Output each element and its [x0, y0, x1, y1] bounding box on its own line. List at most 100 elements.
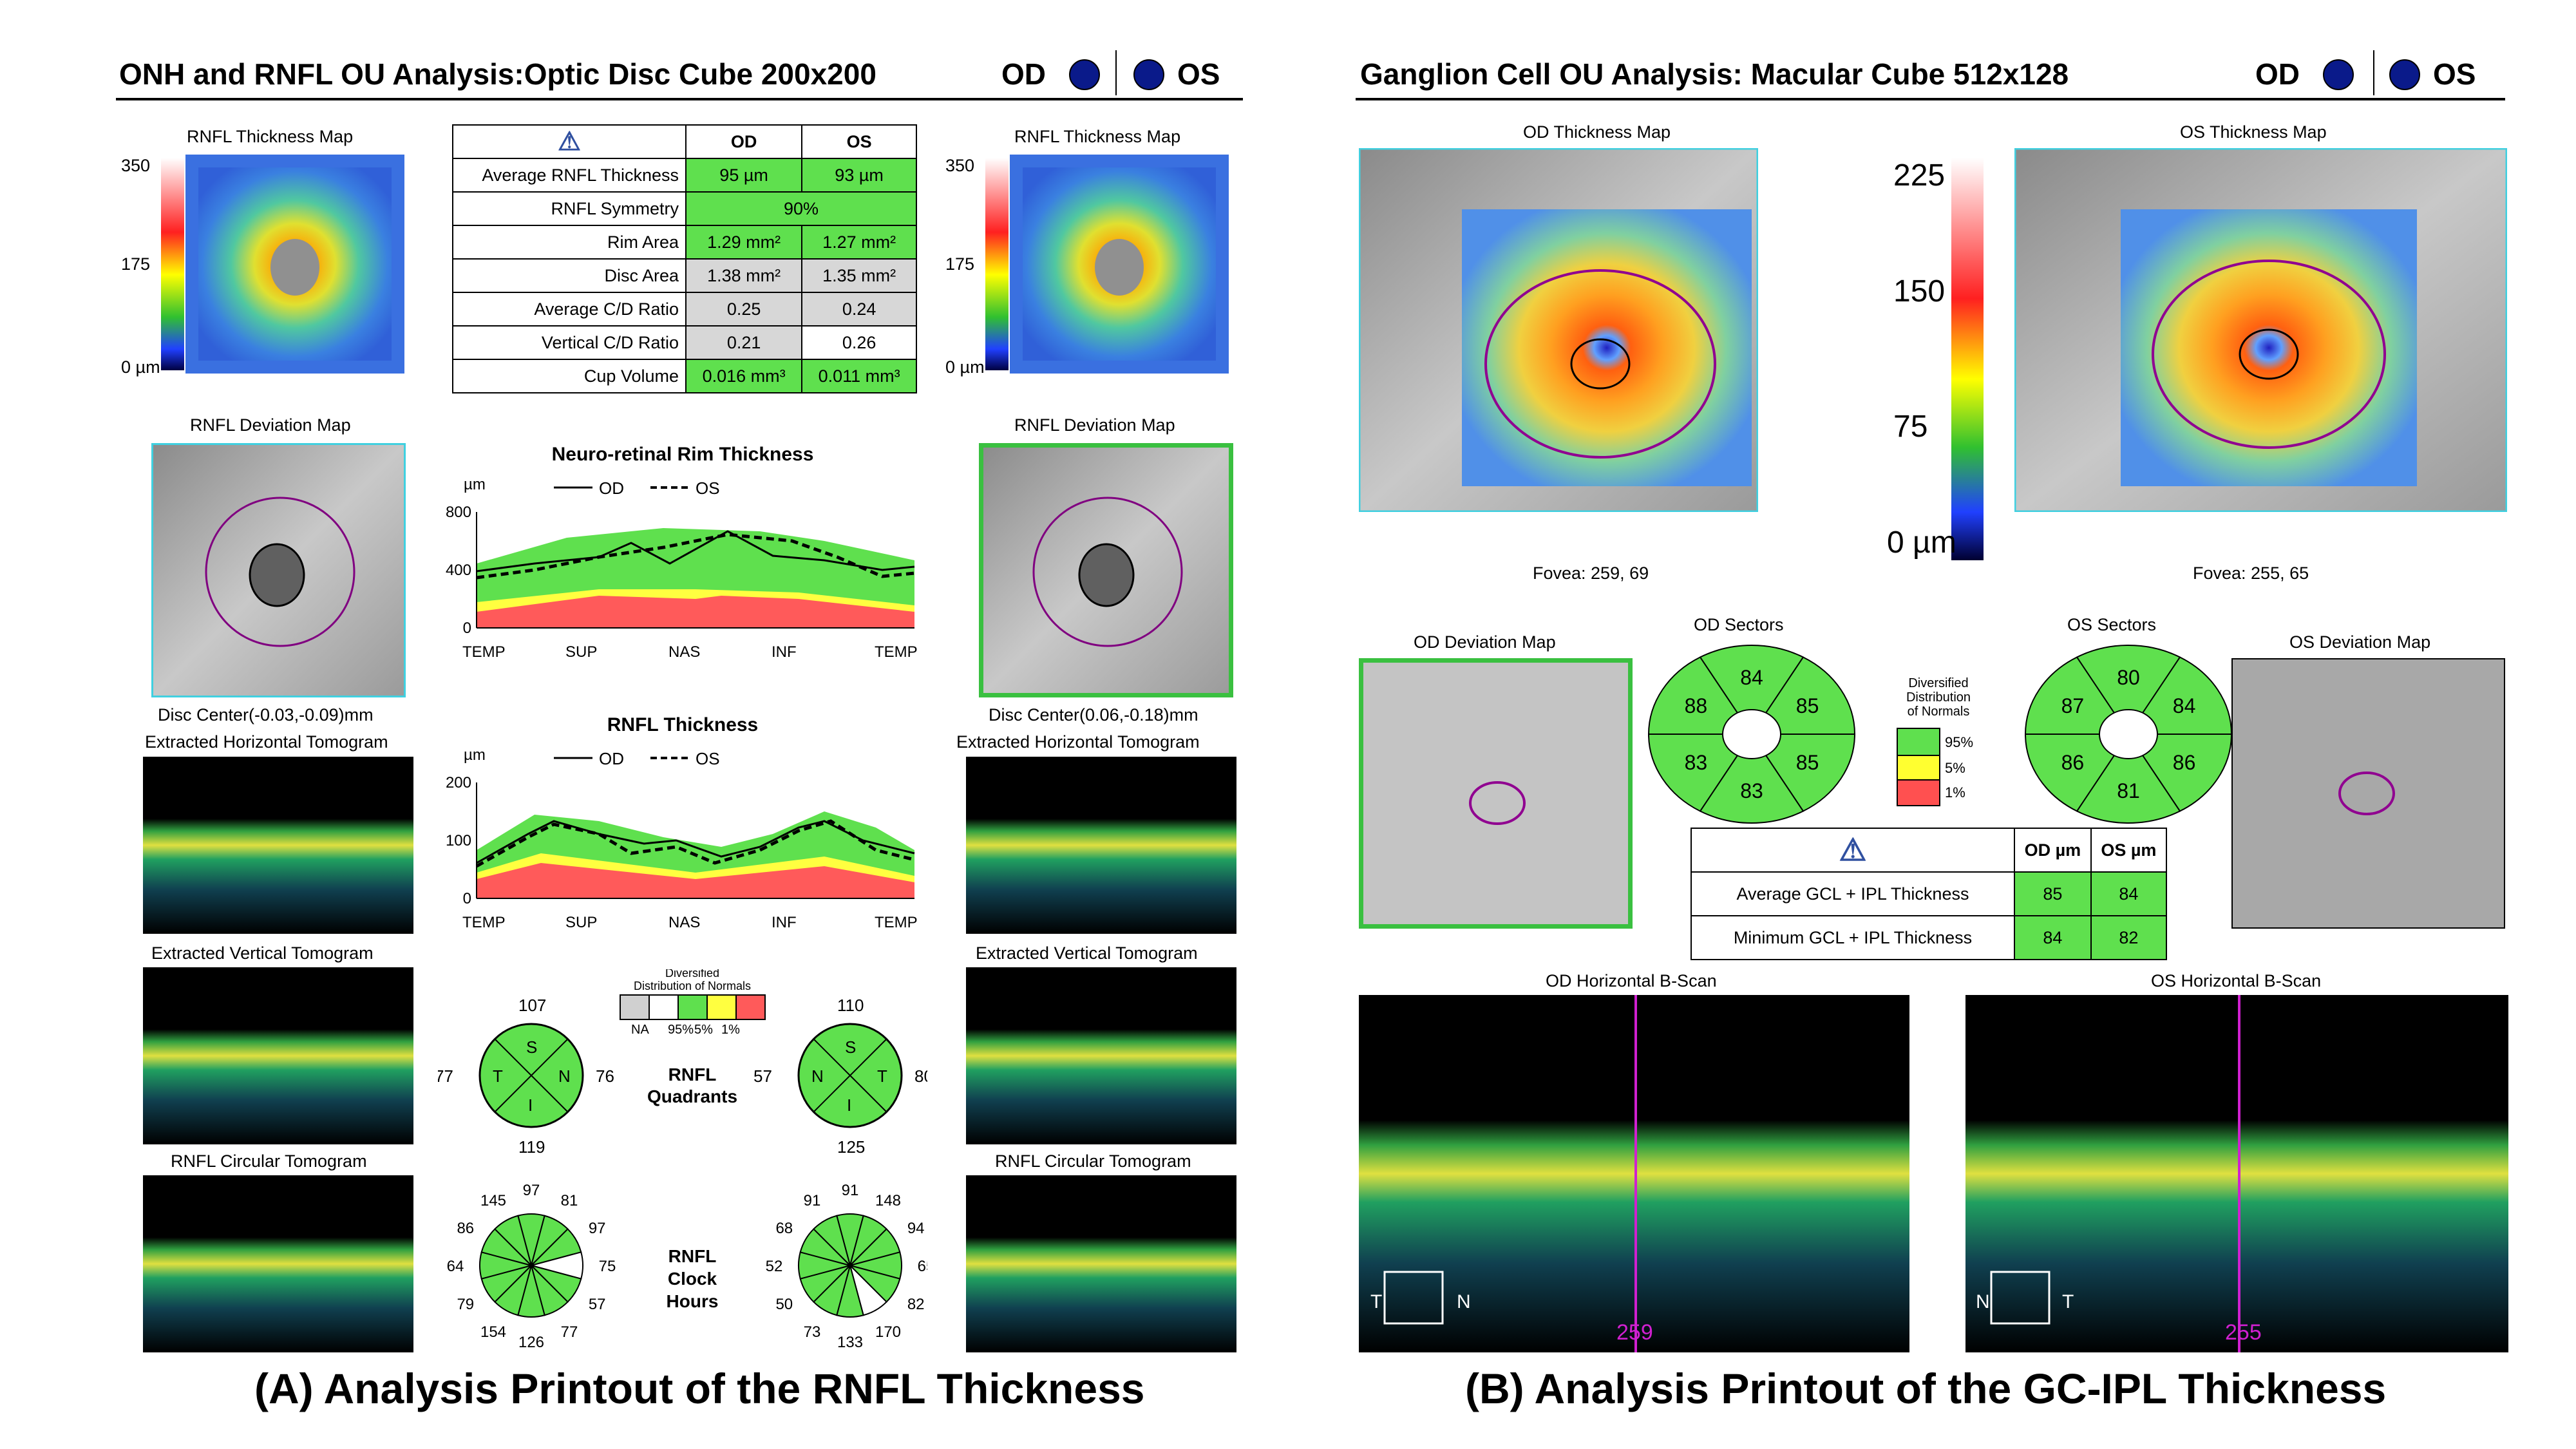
table-cell: 0.26: [801, 325, 917, 360]
clock-value: 133: [837, 1334, 863, 1351]
gc-sector-value: 83: [1685, 751, 1708, 774]
legend-od-label: OD: [599, 478, 624, 498]
gc-sector: [1647, 734, 1753, 812]
x-tick-label: SUP: [565, 643, 597, 661]
os-horizontal-bscan: [1965, 995, 2508, 1352]
normal-band-red: [477, 863, 914, 898]
quadrant-value: 76: [596, 1066, 614, 1086]
clock-value: 97: [589, 1220, 606, 1237]
os-horiz-tomo-label: Extracted Horizontal Tomogram: [956, 732, 1200, 752]
table-cell: 85: [2014, 871, 2092, 916]
table-row-label: Disc Area: [452, 258, 687, 293]
normal-band-red: [477, 596, 914, 628]
quadrant-value: 57: [753, 1066, 772, 1086]
table-row-label: Vertical C/D Ratio: [452, 325, 687, 360]
y-tick-label: 0: [463, 890, 471, 907]
quadrant-letter: I: [847, 1095, 851, 1115]
legend-swatch-1: [1897, 779, 1940, 806]
os-gc-deviation-map: [2231, 658, 2505, 929]
os-dir-right: T: [2062, 1291, 2074, 1312]
quadrant-label: Quadrants: [647, 1086, 737, 1106]
right-od-label: OD: [2255, 57, 2300, 91]
gc-sector: [2024, 734, 2130, 812]
os-circ-tomo-label: RNFL Circular Tomogram: [995, 1151, 1191, 1171]
y-tick-label: 800: [446, 504, 471, 521]
normals-swatch: [649, 994, 679, 1020]
gc-sector-value: 84: [2173, 694, 2196, 717]
left-title: ONH and RNFL OU Analysis:Optic Disc Cube…: [119, 57, 876, 91]
od-rnfl-map-label: RNFL Thickness Map: [187, 127, 354, 146]
quadrant-letter: T: [877, 1066, 887, 1086]
normals-swatch: [677, 994, 708, 1020]
table-cell: 0.011 mm³: [801, 359, 917, 393]
os-fovea-label: Fovea: 255, 65: [2193, 564, 2309, 583]
x-tick-label: TEMP: [462, 643, 506, 661]
os-thickness-map-label: OS Thickness Map: [2180, 122, 2327, 142]
legend-5: 5%: [1945, 760, 1965, 776]
os-horizontal-tomogram: [966, 757, 1236, 934]
quadrant-clock-area: S T N I 107 119 77 76 S N T I 110 125 57 80 RNFL Quadrant…: [438, 969, 927, 1351]
quadrant-letter: S: [526, 1037, 537, 1057]
table-cell: 1.38 mm²: [685, 258, 803, 293]
quadrant-divider: [494, 1038, 569, 1113]
od-horizontal-bscan: [1359, 995, 1909, 1352]
quadrant-value: 77: [438, 1066, 453, 1086]
table-cell: 95 µm: [685, 158, 803, 193]
clock-value: 94: [907, 1220, 925, 1237]
quadrant-value: 110: [837, 996, 864, 1015]
os-eye-icon: [2389, 59, 2420, 90]
normals-label: 1%: [721, 1023, 740, 1037]
clock-value: 154: [480, 1323, 506, 1341]
gc-color-scale: [1951, 158, 1984, 560]
clock-label: Hours: [667, 1291, 719, 1311]
chart-title: Neuro-retinal Rim Thickness: [552, 444, 814, 465]
od-vertical-tomogram: [143, 967, 413, 1144]
od-fovea-label: Fovea: 259, 69: [1533, 564, 1649, 583]
table-header-os: OS: [801, 124, 917, 159]
quadrant-letter: I: [528, 1095, 533, 1115]
os-gc-thickness-map: [2014, 148, 2507, 512]
normals-label: NA: [631, 1023, 649, 1037]
os-gc-deviation-label: OS Deviation Map: [2289, 632, 2431, 652]
normals-line: Diversified: [1908, 676, 1969, 690]
os-circular-tomogram: [966, 1175, 1236, 1352]
os-profile-line: [475, 819, 915, 868]
table-cell: 82: [2090, 915, 2168, 960]
quadrant-label: RNFL: [668, 1065, 717, 1084]
gc-sector-value: 85: [1796, 694, 1819, 717]
normals-swatch: [735, 994, 766, 1020]
left-od-label: OD: [1001, 57, 1046, 91]
y-tick-label: 0: [463, 620, 471, 637]
x-tick-label: INF: [772, 914, 797, 931]
x-tick-label: INF: [772, 643, 797, 661]
clock-value: 79: [457, 1296, 474, 1313]
od-eye-icon: [1069, 59, 1100, 90]
os-bscan-label: OS Horizontal B-Scan: [2151, 971, 2322, 990]
os-rnfl-thickness-map: [1010, 155, 1229, 374]
normals-swatch: [706, 994, 737, 1020]
quadrant-letter: T: [493, 1066, 503, 1086]
gc-sector-value: 85: [1796, 751, 1819, 774]
od-gc-deviation-label: OD Deviation Map: [1414, 632, 1556, 652]
header-divider: [2373, 50, 2374, 95]
table-row-label: Average RNFL Thickness: [452, 158, 687, 193]
od-color-scale: [161, 158, 184, 370]
os-scan-position: 255: [2225, 1320, 2262, 1345]
gc-sector: [1750, 734, 1856, 812]
quadrant-value: 119: [518, 1137, 545, 1157]
od-thickness-map-label: OD Thickness Map: [1523, 122, 1671, 142]
left-caption: (A) Analysis Printout of the RNFL Thickn…: [254, 1365, 1145, 1412]
od-disc-center: Disc Center(-0.03,-0.09)mm: [158, 705, 374, 724]
clock-value: 50: [775, 1296, 793, 1313]
od-gc-deviation-map: [1359, 658, 1633, 929]
od-rnfl-deviation-map: [151, 443, 406, 697]
legend-os-label: OS: [696, 749, 720, 768]
gc-sector: [1699, 733, 1804, 824]
table-cell: 90%: [685, 191, 917, 226]
clock-value: 52: [766, 1258, 783, 1275]
gc-sector: [2024, 656, 2130, 735]
right-header-rule: [1356, 98, 2505, 100]
warning-icon: ⚠: [1839, 833, 1867, 867]
quadrant-divider: [813, 1038, 887, 1113]
table-row-label: Rim Area: [452, 225, 687, 260]
